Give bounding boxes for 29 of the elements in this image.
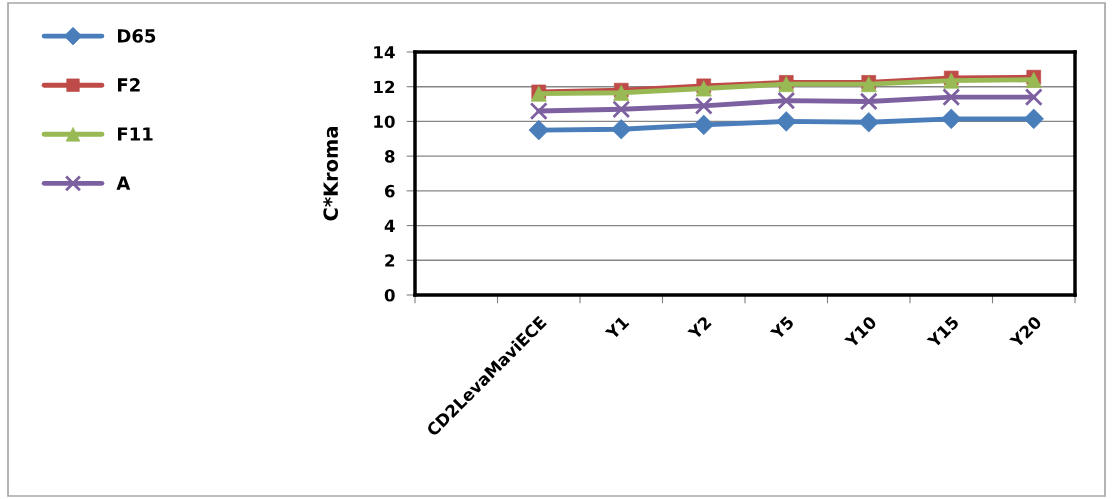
y-tick-label: 12 (374, 80, 395, 94)
legend-label: D65 (118, 29, 156, 43)
y-tick-label: 0 (384, 288, 395, 302)
y-tick-label: 10 (374, 115, 395, 128)
x-tick-label: Y5 (769, 315, 795, 341)
y-tick-label: 4 (384, 219, 395, 232)
point (694, 96, 713, 115)
legend-label: F11 (118, 127, 153, 141)
x-tick-label: Y10 (843, 315, 878, 349)
point (859, 92, 878, 111)
x-tick-label: Y20 (1008, 315, 1043, 349)
point (777, 91, 796, 110)
point (858, 112, 879, 133)
x-tick-label: Y1 (604, 315, 630, 341)
point (776, 111, 797, 132)
point (1024, 88, 1043, 107)
point (612, 100, 631, 119)
y-tick-label: 2 (385, 254, 395, 267)
legend-label: A (116, 176, 131, 190)
y-tick-label: 8 (384, 150, 395, 163)
x-tick-label: Y2 (687, 315, 712, 341)
y-axis-title: C*Kroma (323, 127, 339, 221)
point (1023, 108, 1044, 129)
y-tick-label: 14 (374, 46, 395, 59)
point (529, 101, 548, 121)
point (941, 108, 962, 129)
point (942, 88, 961, 107)
legend-label: F2 (118, 78, 140, 92)
y-tick-label: 6 (384, 184, 395, 198)
